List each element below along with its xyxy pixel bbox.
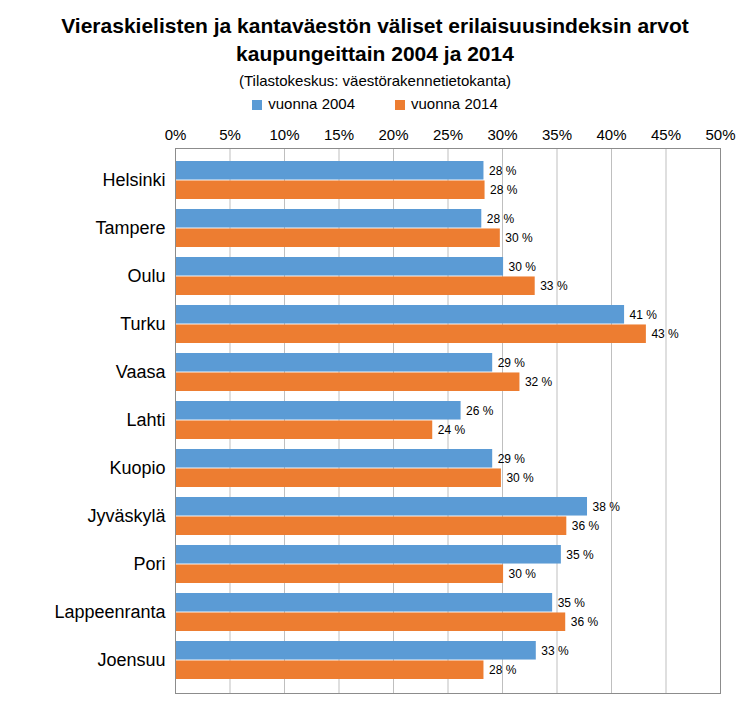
svg-text:0%: 0%: [165, 126, 187, 143]
html-text:vuonna 2014: vuonna 2014: [411, 94, 498, 112]
svg-text:30 %: 30 %: [506, 471, 534, 485]
svg-text:36 %: 36 %: [572, 519, 600, 533]
svg-text:30 %: 30 %: [509, 260, 537, 274]
svg-text:32 %: 32 %: [525, 375, 553, 389]
svg-text:Vaasa: Vaasa: [116, 362, 167, 382]
svg-text:Joensuu: Joensuu: [97, 650, 165, 670]
svg-text:30%: 30%: [487, 126, 517, 143]
html-text:Vieraskielisten ja kantaväestö: Vieraskielisten ja kantaväestön väliset …: [61, 14, 689, 65]
svg-text:41 %: 41 %: [630, 308, 658, 322]
svg-text:26 %: 26 %: [466, 404, 494, 418]
svg-text:28 %: 28 %: [487, 212, 515, 226]
html-text:(Tilastokeskus: väestörakennet: (Tilastokeskus: väestörakennetietokanta): [239, 72, 511, 89]
svg-text:20%: 20%: [378, 126, 408, 143]
svg-text:35 %: 35 %: [566, 548, 594, 562]
svg-text:Oulu: Oulu: [127, 266, 165, 286]
svg-text:33 %: 33 %: [540, 279, 568, 293]
svg-text:Lahti: Lahti: [126, 410, 165, 430]
svg-text:Turku: Turku: [120, 314, 165, 334]
svg-text:45%: 45%: [651, 126, 681, 143]
svg-text:5%: 5%: [219, 126, 241, 143]
svg-text:Kuopio: Kuopio: [109, 458, 165, 478]
svg-text:Jyväskylä: Jyväskylä: [87, 506, 166, 526]
svg-text:29 %: 29 %: [498, 356, 526, 370]
svg-text:Tampere: Tampere: [95, 218, 165, 238]
svg-text:33 %: 33 %: [541, 644, 569, 658]
svg-text:Lappeenranta: Lappeenranta: [54, 602, 166, 622]
svg-text:28 %: 28 %: [490, 183, 518, 197]
svg-text:10%: 10%: [269, 126, 299, 143]
svg-text:24 %: 24 %: [438, 423, 466, 437]
svg-text:28 %: 28 %: [489, 663, 517, 677]
svg-text:Pori: Pori: [133, 554, 165, 574]
html-text:vuonna 2004: vuonna 2004: [268, 94, 355, 112]
svg-text:28 %: 28 %: [489, 164, 517, 178]
svg-text:30 %: 30 %: [509, 567, 537, 581]
svg-text:50%: 50%: [705, 126, 735, 143]
svg-text:Helsinki: Helsinki: [102, 170, 165, 190]
svg-text:35 %: 35 %: [558, 596, 586, 610]
svg-text:25%: 25%: [433, 126, 463, 143]
svg-text:35%: 35%: [542, 126, 572, 143]
svg-text:36 %: 36 %: [571, 615, 599, 629]
svg-text:43 %: 43 %: [651, 327, 679, 341]
svg-text:15%: 15%: [324, 126, 354, 143]
svg-text:40%: 40%: [596, 126, 626, 143]
svg-text:30 %: 30 %: [505, 231, 533, 245]
svg-text:38 %: 38 %: [593, 500, 621, 514]
svg-text:29 %: 29 %: [498, 452, 526, 466]
